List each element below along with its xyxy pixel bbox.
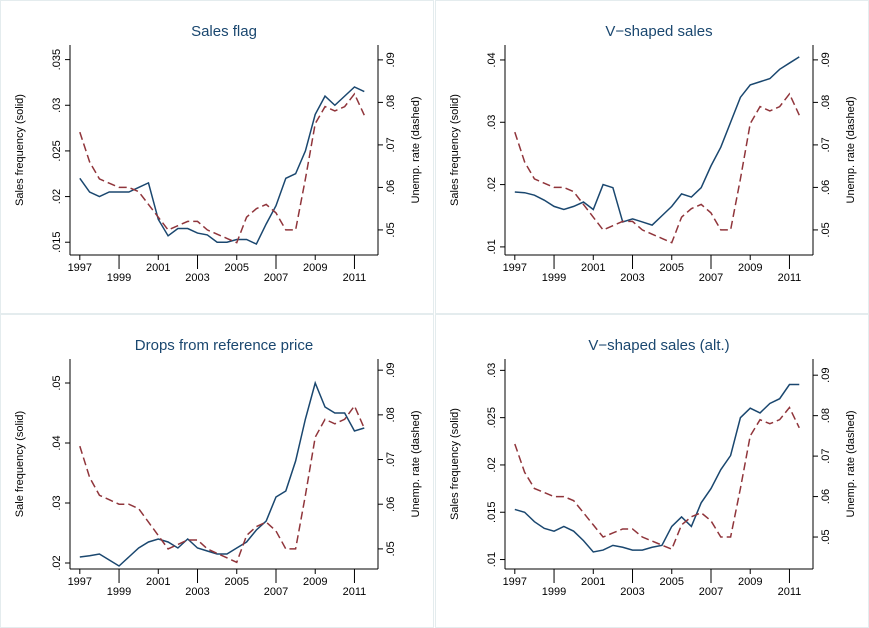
x-tick-label: 2005 [660,576,684,588]
series-line [514,383,800,553]
x-tick-label: 2003 [620,586,644,598]
chart-title: Drops from reference price [135,337,313,354]
y2-axis-label: Unemp. rate (dashed) [845,411,857,518]
y2-tick-label: .06 [820,489,832,504]
y-tick-label: .05 [51,375,63,390]
y-axis-label: Sales frequency (solid) [14,94,26,206]
series-line [79,92,365,244]
y2-tick-label: .05 [820,529,832,544]
x-tick-label: 2009 [738,262,762,274]
y2-tick-label: .08 [385,95,397,110]
x-tick-label: 2001 [581,262,605,274]
x-tick-label: 2011 [343,272,367,284]
y2-tick-label: .05 [385,222,397,237]
y-axis-label: Sales frequency (solid) [449,94,461,206]
y2-tick-label: .09 [820,52,832,67]
x-tick-label: 2005 [225,576,249,588]
x-tick-label: 2003 [185,586,209,598]
x-tick-label: 1999 [107,272,131,284]
x-tick-label: 2007 [264,586,288,598]
series-line [514,56,800,226]
x-tick-label: 2011 [778,586,802,598]
x-tick-label: 1999 [542,586,566,598]
y-tick-label: .035 [51,49,63,70]
y-tick-label: .02 [486,177,498,192]
y-tick-label: .02 [486,457,498,472]
x-tick-label: 2001 [581,576,605,588]
series-line [514,406,800,551]
panel: Sales flag Sales frequency (solid) Unemp. … [0,0,434,314]
y2-tick-label: .07 [385,137,397,152]
y2-tick-label: .08 [820,408,832,423]
y-tick-label: .01 [486,552,498,567]
x-tick-label: 2009 [738,576,762,588]
x-tick-label: 2003 [620,272,644,284]
panel-frame [0,0,434,314]
y2-tick-label: .06 [820,180,832,195]
y-tick-label: .03 [486,115,498,130]
y-tick-label: .015 [51,232,63,253]
x-tick-label: 2009 [303,576,327,588]
y-tick-label: .02 [51,189,63,204]
x-tick-label: 2005 [225,262,249,274]
y2-tick-label: .06 [385,497,397,512]
y2-tick-label: .09 [820,368,832,383]
y-axis-label: Sale frequency (solid) [14,411,26,517]
y-tick-label: .04 [486,52,498,67]
x-tick-label: 2007 [699,586,723,598]
x-tick-label: 1997 [68,262,92,274]
x-tick-label: 1997 [68,576,92,588]
y-tick-label: .025 [51,140,63,161]
y-tick-label: .03 [51,495,63,510]
y-tick-label: .04 [51,435,63,450]
x-tick-label: 1997 [503,576,527,588]
panel-frame [435,0,869,314]
chart-title: V−shaped sales [605,23,712,40]
y-tick-label: .015 [486,502,498,523]
x-tick-label: 2007 [264,272,288,284]
panel: Drops from reference price Sale frequency… [0,314,434,628]
y2-tick-label: .05 [385,541,397,556]
y-tick-label: .03 [486,363,498,378]
y2-axis-label: Unemp. rate (dashed) [410,411,422,518]
y-tick-label: .02 [51,555,63,570]
x-tick-label: 2005 [660,262,684,274]
panel-frame [435,314,869,628]
y-tick-label: .025 [486,407,498,428]
y-tick-label: .01 [486,239,498,254]
y2-tick-label: .07 [820,448,832,463]
series-line [79,86,365,246]
y2-tick-label: .06 [385,180,397,195]
x-tick-label: 2003 [185,272,209,284]
chart-title: V−shaped sales (alt.) [588,337,729,354]
y2-tick-label: .05 [820,222,832,237]
y-tick-label: .03 [51,98,63,113]
panel: V−shaped sales (alt.) Sales frequency (so… [435,314,869,628]
y2-tick-label: .08 [820,95,832,110]
panel: V−shaped sales Sales frequency (solid) Une… [435,0,869,314]
y-axis-label: Sales frequency (solid) [449,408,461,520]
series-line [514,92,800,244]
y2-tick-label: .08 [385,407,397,422]
x-tick-label: 2009 [303,262,327,274]
y2-tick-label: .07 [820,137,832,152]
x-tick-label: 2011 [778,272,802,284]
x-tick-label: 2011 [343,586,367,598]
x-tick-label: 2007 [699,272,723,284]
y2-tick-label: .09 [385,52,397,67]
x-tick-label: 1999 [107,586,131,598]
panel-frame [0,314,434,628]
chart-title: Sales flag [191,23,257,40]
x-tick-label: 1999 [542,272,566,284]
y2-tick-label: .09 [385,363,397,378]
series-line [79,404,365,564]
x-tick-label: 2001 [146,576,170,588]
y2-tick-label: .07 [385,452,397,467]
y2-axis-label: Unemp. rate (dashed) [845,97,857,204]
x-tick-label: 1997 [503,262,527,274]
series-line [79,380,365,567]
x-tick-label: 2001 [146,262,170,274]
y2-axis-label: Unemp. rate (dashed) [410,97,422,204]
